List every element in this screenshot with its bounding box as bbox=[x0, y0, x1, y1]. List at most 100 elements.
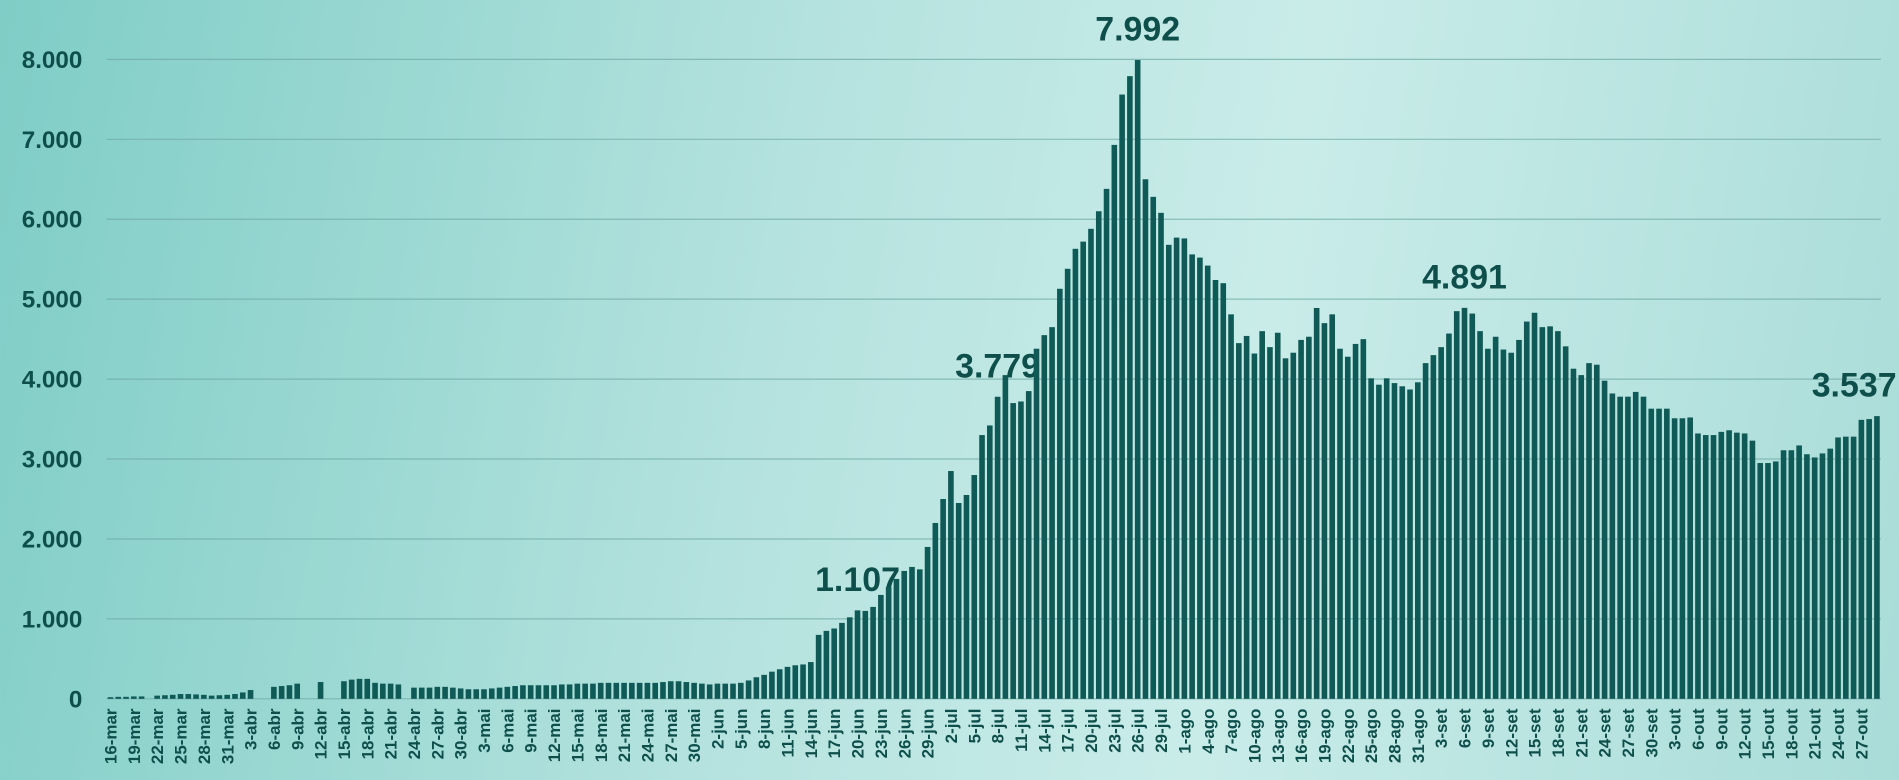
bar bbox=[1010, 403, 1016, 699]
bar bbox=[278, 686, 285, 699]
bar bbox=[1625, 396, 1631, 699]
bar bbox=[878, 594, 884, 699]
bar bbox=[948, 471, 954, 699]
x-tick-label: 21-out bbox=[1806, 708, 1825, 759]
x-tick-label: 18-abr bbox=[358, 708, 377, 759]
bar bbox=[652, 682, 658, 699]
bar bbox=[341, 681, 347, 699]
bar bbox=[1679, 418, 1686, 699]
x-tick-label: 27-set bbox=[1619, 708, 1638, 757]
bar bbox=[831, 628, 837, 699]
x-tick-label: 15-abr bbox=[335, 708, 354, 759]
x-tick-label: 21-set bbox=[1572, 708, 1591, 757]
bar bbox=[395, 684, 402, 699]
bar bbox=[870, 606, 876, 699]
bar bbox=[1313, 307, 1320, 699]
bar bbox=[1383, 378, 1390, 699]
bar bbox=[208, 695, 215, 699]
bar bbox=[169, 694, 176, 699]
bar bbox=[916, 569, 923, 699]
bar bbox=[1212, 279, 1219, 699]
bar bbox=[442, 686, 448, 699]
bar bbox=[1617, 396, 1623, 699]
value-label: 1.107 bbox=[815, 561, 900, 599]
bar bbox=[1228, 314, 1234, 699]
bar bbox=[737, 682, 744, 699]
x-tick-label: 16-mar bbox=[102, 708, 121, 764]
x-tick-label: 6-mai bbox=[498, 709, 517, 753]
bar bbox=[761, 674, 767, 699]
y-tick-label: 5.000 bbox=[22, 287, 83, 314]
bar bbox=[1811, 457, 1818, 699]
bar bbox=[994, 396, 1001, 699]
bar bbox=[520, 685, 526, 699]
bar bbox=[131, 696, 137, 699]
bar bbox=[1477, 331, 1483, 699]
bar bbox=[1088, 228, 1094, 699]
bar bbox=[1243, 335, 1250, 699]
bar bbox=[1095, 211, 1102, 699]
bar bbox=[1306, 336, 1312, 699]
bar bbox=[691, 682, 697, 699]
bar bbox=[730, 683, 736, 699]
bar bbox=[979, 435, 985, 699]
bar bbox=[1531, 312, 1538, 699]
bar bbox=[286, 685, 293, 699]
bar bbox=[504, 686, 511, 699]
bar bbox=[566, 684, 573, 699]
bar bbox=[356, 678, 363, 699]
bar bbox=[527, 685, 534, 699]
bar bbox=[1702, 435, 1709, 699]
x-tick-label: 30-mai bbox=[685, 709, 704, 763]
bar bbox=[1492, 336, 1499, 699]
x-tick-label: 12-mai bbox=[545, 709, 564, 763]
y-tick-label: 8.000 bbox=[22, 47, 83, 74]
bar bbox=[271, 686, 277, 699]
bar bbox=[862, 610, 869, 699]
bar bbox=[706, 684, 713, 699]
x-tick-label: 28-mar bbox=[195, 708, 214, 764]
bar bbox=[1446, 333, 1452, 699]
bar bbox=[380, 683, 386, 699]
x-tick-label: 9-abr bbox=[288, 708, 307, 750]
x-tick-label: 28-ago bbox=[1386, 709, 1405, 764]
bar bbox=[317, 682, 324, 699]
bar bbox=[1025, 391, 1032, 699]
bar bbox=[512, 686, 518, 699]
bar bbox=[1119, 94, 1125, 699]
x-tick-label: 21-abr bbox=[382, 708, 401, 759]
bar bbox=[1142, 179, 1149, 699]
x-tick-label: 20-jul bbox=[1082, 709, 1101, 753]
bar bbox=[1726, 430, 1732, 699]
x-tick-label: 10-ago bbox=[1245, 709, 1264, 764]
bar bbox=[162, 695, 168, 699]
bar bbox=[1298, 339, 1304, 699]
bar bbox=[1290, 352, 1297, 699]
bar bbox=[138, 696, 145, 699]
x-tick-label: 13-ago bbox=[1269, 709, 1288, 764]
x-tick-label: 17-jul bbox=[1059, 709, 1078, 753]
bar bbox=[1360, 339, 1367, 699]
bar bbox=[815, 634, 822, 699]
bar bbox=[1523, 321, 1530, 699]
bar bbox=[621, 682, 627, 699]
x-tick-label: 7-ago bbox=[1222, 709, 1241, 754]
bar bbox=[1080, 241, 1086, 699]
bar bbox=[846, 617, 853, 699]
bar bbox=[1656, 408, 1662, 699]
x-tick-label: 19-mar bbox=[125, 708, 144, 764]
bar bbox=[1173, 237, 1180, 699]
x-tick-label: 21-mai bbox=[615, 709, 634, 763]
bar bbox=[792, 665, 799, 699]
bar bbox=[1687, 417, 1693, 699]
x-tick-label: 27-abr bbox=[428, 708, 447, 759]
x-tick-label: 24-abr bbox=[405, 708, 424, 759]
bar bbox=[1609, 393, 1616, 699]
x-tick-label: 9-mai bbox=[522, 709, 541, 753]
x-tick-label: 19-ago bbox=[1315, 709, 1334, 764]
bar bbox=[559, 684, 565, 699]
bar bbox=[582, 683, 588, 699]
x-tick-label: 18-mai bbox=[592, 709, 611, 763]
